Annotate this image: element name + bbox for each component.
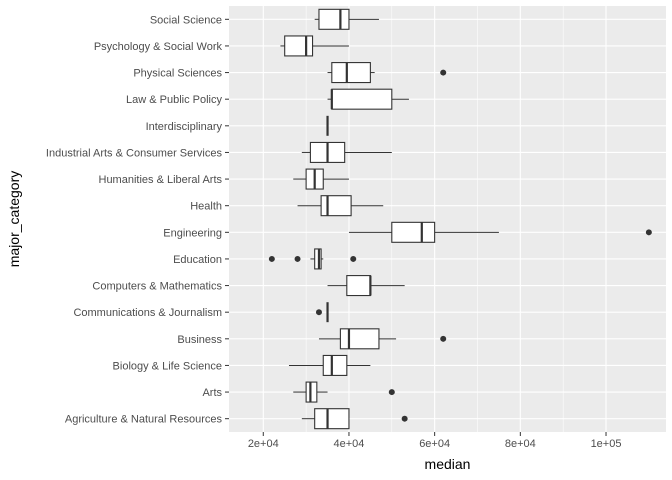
outlier-point: [401, 415, 408, 422]
x-tick-label: 4e+04: [334, 438, 365, 450]
box-0: [301, 408, 408, 430]
box-2: [288, 354, 371, 376]
box-9: [293, 168, 349, 190]
box-iqr: [322, 354, 348, 376]
box-6: [268, 248, 357, 270]
box-8: [297, 195, 384, 217]
x-tick-label: 1e+05: [591, 438, 622, 450]
box-iqr: [284, 35, 314, 57]
box-iqr: [318, 8, 350, 30]
plot-panel: [229, 6, 666, 432]
y-tick-label: Psychology & Social Work: [94, 41, 223, 53]
outlier-point: [388, 389, 395, 396]
x-tick-label: 2e+04: [248, 438, 279, 450]
box-5: [327, 275, 405, 297]
outlier-point: [440, 69, 447, 76]
y-tick-label: Physical Sciences: [133, 68, 222, 80]
box-4: [315, 302, 329, 323]
y-axis-title: major_category: [6, 171, 22, 268]
y-tick-label: Interdisciplinary: [146, 121, 223, 133]
x-axis: 2e+04 4e+04 6e+04 8e+04 1e+05: [248, 432, 622, 450]
box-15: [314, 8, 379, 30]
box-1: [293, 381, 395, 403]
box-13: [327, 62, 447, 84]
y-tick-label: Health: [190, 201, 222, 213]
box-iqr: [331, 88, 393, 110]
box-7: [348, 221, 652, 243]
box-3: [318, 328, 447, 350]
box-iqr: [391, 221, 436, 243]
outlier-point: [350, 255, 357, 262]
y-tick-label: Arts: [202, 387, 222, 399]
outlier-point: [294, 255, 301, 262]
x-axis-title: median: [425, 456, 471, 472]
y-axis: Agriculture & Natural Resources Arts Biolo…: [46, 14, 229, 426]
box-series: [268, 8, 652, 430]
y-tick-label: Agriculture & Natural Resources: [65, 414, 223, 426]
y-tick-label: Law & Public Policy: [126, 94, 222, 106]
y-tick-label: Industrial Arts & Consumer Services: [46, 147, 223, 159]
y-tick-label: Engineering: [163, 227, 222, 239]
y-tick-label: Education: [173, 254, 222, 266]
y-tick-label: Business: [177, 334, 222, 346]
box-iqr: [339, 328, 380, 350]
x-tick-label: 6e+04: [419, 438, 450, 450]
box-iqr: [346, 275, 371, 297]
outlier-point: [315, 309, 322, 316]
box-iqr: [331, 62, 371, 84]
x-tick-label: 8e+04: [505, 438, 536, 450]
outlier-point: [440, 335, 447, 342]
y-tick-label: Social Science: [150, 14, 222, 26]
y-tick-label: Communications & Journalism: [73, 307, 222, 319]
y-tick-label: Humanities & Liberal Arts: [99, 174, 223, 186]
y-tick-label: Biology & Life Science: [113, 360, 222, 372]
y-tick-label: Computers & Mathematics: [92, 281, 222, 293]
box-iqr: [320, 195, 352, 217]
box-iqr: [314, 408, 350, 430]
outlier-point: [268, 255, 275, 262]
box-10: [301, 141, 392, 163]
outlier-point: [645, 229, 652, 236]
box-12: [327, 88, 409, 110]
box-14: [280, 35, 349, 57]
